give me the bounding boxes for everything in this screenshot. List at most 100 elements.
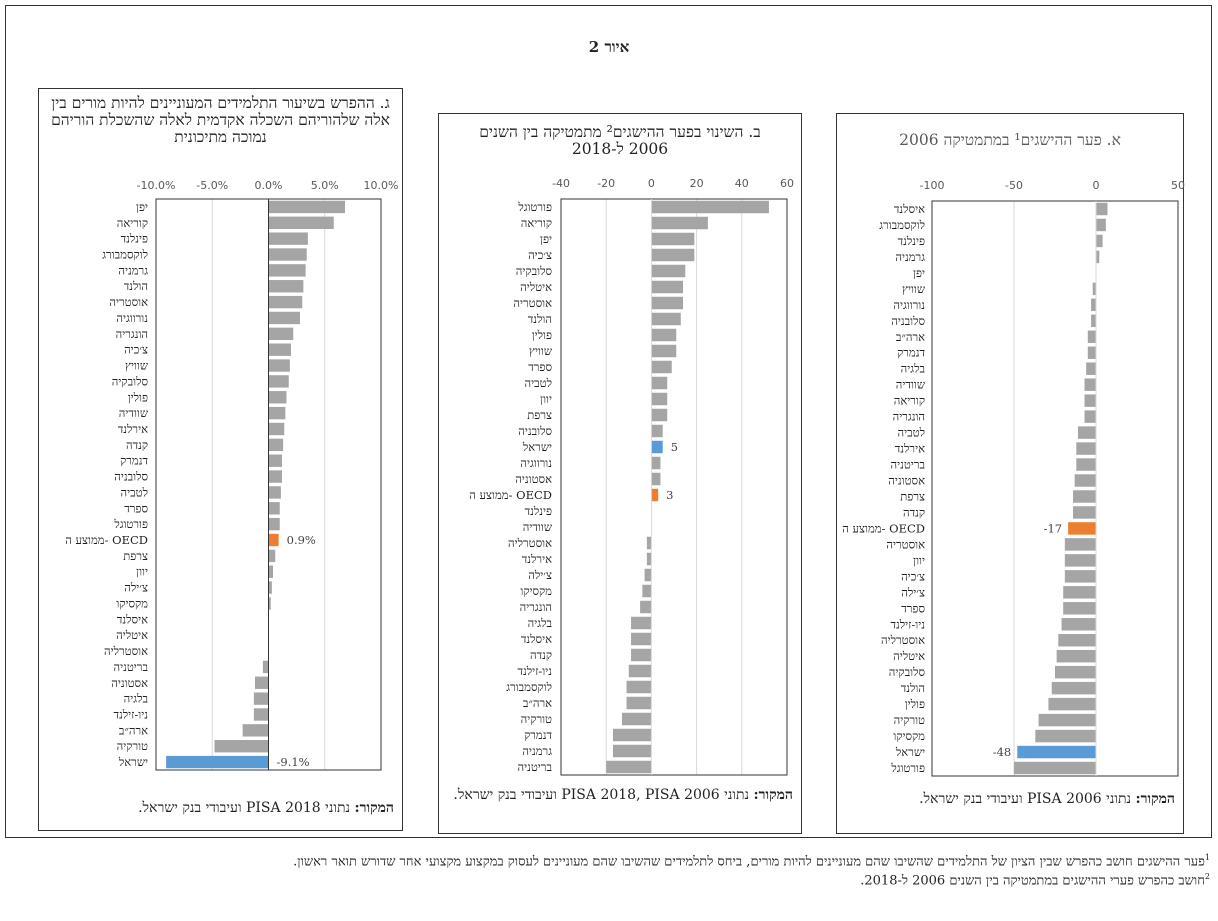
- bar: [1017, 745, 1096, 759]
- category-label: דנמרק: [120, 454, 148, 468]
- panel-b-title: ב. השינוי בפער ההישגים² מתמטיקה בין השני…: [479, 123, 761, 158]
- category-label: יפן: [913, 266, 925, 280]
- category-label: הולנד: [528, 312, 552, 326]
- category-label: ארה״ב: [523, 696, 552, 710]
- data-label: -48: [993, 745, 1012, 759]
- bar: [628, 664, 652, 678]
- figure-frame: [5, 5, 1212, 838]
- category-label: ממוצע ה- OECD: [469, 488, 552, 502]
- category-label: איטליה: [520, 280, 552, 294]
- bar: [1091, 298, 1096, 312]
- bar: [612, 728, 652, 742]
- category-label: יפן: [136, 200, 148, 214]
- bar: [268, 549, 276, 563]
- category-label: פולין: [905, 697, 925, 711]
- category-label: אסטוניה: [111, 676, 148, 690]
- panel-c: ג. ההפרש בשיעור התלמידים המעוניינים להיו…: [38, 88, 403, 831]
- bar: [242, 724, 269, 737]
- tick-label: -100: [920, 179, 945, 192]
- panel-a: א. פער ההישגים¹ במתמטיקה 2006 -100 -50 0 50…: [836, 113, 1185, 834]
- category-label: הולנד: [901, 681, 925, 695]
- bar: [651, 376, 668, 390]
- bar: [1091, 314, 1096, 328]
- panel-a-source: המקור: נתוני PISA 2006 ועיבודי בנק ישראל…: [845, 790, 1175, 808]
- bar: [1058, 634, 1096, 647]
- bar: [268, 438, 284, 452]
- bar: [1035, 729, 1096, 743]
- panel-a-title: א. פער ההישגים¹ במתמטיקה 2006: [899, 131, 1121, 149]
- tick-label: 0.0%: [255, 179, 283, 192]
- category-label: קנדה: [126, 438, 148, 452]
- category-label: בריטניה: [113, 660, 148, 674]
- bar: [1086, 362, 1096, 375]
- plot-area: [931, 200, 1179, 777]
- bar: [626, 680, 652, 694]
- bar: [651, 248, 695, 262]
- category-label: צרפת: [900, 489, 925, 503]
- source-text: נתוני PISA 2006 ועיבודי בנק ישראל.: [919, 791, 1136, 807]
- bar: [644, 568, 652, 582]
- category-label: בלגיה: [528, 616, 553, 630]
- bar: [268, 343, 291, 356]
- category-label: קוריאה: [117, 216, 148, 230]
- footnote-2: 2חושב כהפרש פערי ההישגים במתמטיקה בין הש…: [860, 872, 1210, 889]
- bar: [1096, 202, 1108, 216]
- category-label: גרמניה: [118, 263, 148, 277]
- category-label: ישראל: [118, 755, 148, 769]
- bar: [651, 296, 684, 310]
- category-label: סלובקיה: [889, 665, 925, 679]
- source-label: המקור:: [1135, 791, 1175, 807]
- chart-a: -100 -50 0 50 איסלנד לוקסמבורג פינלנד גרמניה יפן…: [842, 179, 1185, 777]
- category-label: יפן: [540, 232, 552, 246]
- data-label: -17: [1044, 521, 1063, 535]
- bar: [1063, 602, 1096, 615]
- category-label: נורווגיה: [520, 456, 552, 470]
- category-label: שוויץ: [529, 344, 553, 358]
- bar: [651, 408, 668, 422]
- bar: [646, 552, 652, 566]
- bar: [268, 311, 300, 325]
- category-label: סלובקיה: [112, 374, 148, 388]
- category-label: ישראל: [895, 745, 925, 759]
- category-label: פינלנד: [898, 234, 925, 248]
- bar: [1087, 330, 1096, 343]
- chart-c: -10.0% -5.0% 0.0% 5.0% 10.0% יפן קוריאה פינלנד ל…: [65, 179, 398, 771]
- bar: [1038, 713, 1096, 727]
- category-label: פינלנד: [121, 232, 148, 246]
- bar: [268, 486, 281, 499]
- bar: [1051, 681, 1096, 695]
- bar: [1014, 761, 1096, 775]
- category-label: דנמרק: [524, 728, 552, 742]
- tick-label: -5.0%: [196, 179, 228, 192]
- category-label: מקסיקו: [116, 596, 148, 610]
- bar: [1064, 570, 1096, 583]
- category-label: איסלנד: [894, 202, 925, 216]
- tick-label: 0: [648, 177, 655, 190]
- source-label: המקור:: [354, 800, 394, 816]
- category-label: מקסיקו: [893, 729, 925, 743]
- category-label: אירלנד: [118, 422, 148, 436]
- bar: [268, 375, 289, 388]
- bar: [631, 632, 652, 646]
- bar: [268, 502, 280, 515]
- category-label: אירלנד: [895, 442, 925, 456]
- bar: [1096, 250, 1100, 264]
- bar: [626, 696, 652, 710]
- bar: [651, 392, 668, 406]
- bar: [651, 424, 663, 438]
- bar: [268, 517, 280, 531]
- category-label: אוסטרליה: [104, 644, 148, 658]
- category-label: שוויץ: [902, 282, 926, 296]
- category-label: ממוצע ה- OECD: [65, 533, 148, 547]
- tick-label: -40: [552, 177, 570, 190]
- source-label: המקור:: [753, 787, 793, 803]
- category-label: איסלנד: [117, 612, 148, 626]
- category-label: פורטוגל: [517, 200, 552, 214]
- category-label: שוודיה: [119, 406, 149, 420]
- bar: [1055, 665, 1096, 679]
- data-label: 5: [671, 440, 678, 454]
- category-label: לטביה: [121, 485, 149, 499]
- category-label: אירלנד: [522, 552, 552, 566]
- bar: [268, 422, 285, 436]
- bar: [166, 755, 269, 769]
